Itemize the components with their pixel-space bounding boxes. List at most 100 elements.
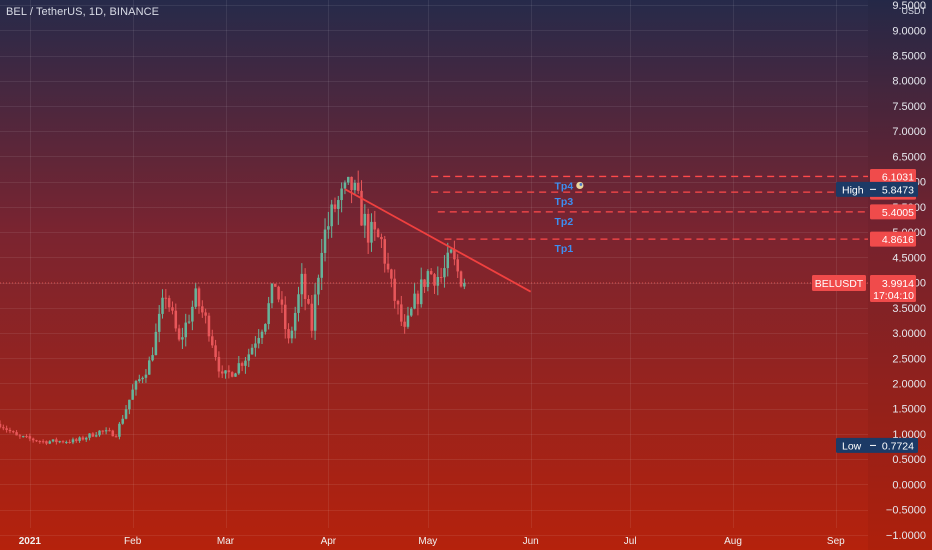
candle-body [423,279,426,287]
candle-body [94,435,98,437]
candle [327,211,330,239]
candle-body [138,379,141,382]
candle-body [340,188,343,201]
candle-body [75,439,78,441]
candle-body [230,372,234,377]
candle-body [396,300,400,305]
candle-body [48,441,52,444]
candle [61,440,65,444]
candle-body [51,439,55,442]
candle [353,179,357,194]
candle [244,356,247,374]
price-tag-text: 6.1031 [882,171,914,183]
price-label-title: High [842,184,864,196]
price-label-value-bg [870,275,916,303]
candle [247,348,251,368]
candle [211,329,214,349]
candle-body [383,239,387,264]
candle [370,213,373,252]
candle-body [161,297,164,314]
candle-body [121,418,124,424]
candle [201,300,204,318]
price-tag-bg [870,204,916,220]
candle [78,436,81,443]
candle [171,301,174,315]
y-tick-label: 8.0000 [892,76,926,88]
price-label-high: High 5.8473 [836,181,918,197]
candle-body [108,430,111,432]
candle-body [174,310,178,329]
candle [25,434,28,439]
candle [456,254,459,279]
candle [400,295,403,327]
candle [390,268,393,288]
candle [453,240,456,266]
candle-body [101,430,105,432]
candle [459,270,463,288]
candle [187,314,191,325]
candle-body [410,308,413,316]
candle-body [337,200,340,209]
candle-body [220,371,224,374]
candle-body [310,303,314,331]
candle-body [35,440,38,442]
candle-body [164,297,168,299]
y-tick-label: 2.0000 [892,378,926,390]
x-tick-label-sep: Sep [827,536,845,547]
candle [108,427,111,432]
candle-body [88,433,91,438]
candle-body [303,273,307,300]
candle-body [327,226,330,230]
candle [98,430,101,437]
candle [204,308,207,324]
candle [350,176,353,204]
x-tick-label-mar: Mar [217,536,235,547]
candle [426,269,430,292]
candle-body [5,428,8,430]
candle [184,313,187,347]
candle-body [443,268,446,278]
candle-body [429,271,433,275]
candle [21,435,25,438]
price-tag-tp4: 6.1031 [870,168,916,184]
candle [220,365,224,379]
candle-body [104,430,108,432]
rocket-icon-window [579,183,583,186]
candle-body [184,322,187,338]
candle [283,296,287,339]
candle-body [280,299,284,305]
candle [8,427,12,434]
candle-body [403,321,406,327]
price-axis-panel [868,0,932,550]
candle [237,356,241,375]
candle [224,370,227,379]
candle [403,314,406,334]
candle-body [370,221,373,243]
candle [91,432,95,438]
candle [343,180,347,195]
candle [264,323,267,335]
candle-body [154,331,158,356]
candle [134,379,138,396]
candle [356,170,360,194]
candle [307,295,310,305]
candle-body [313,294,317,331]
y-tick-label: −0.5000 [886,505,926,517]
candle-body [436,277,440,286]
candle-body [38,441,42,443]
candle [174,303,178,332]
price-label-value: 3.9914 [882,278,914,290]
y-tick-label: 0.5000 [892,454,926,466]
candle-body [187,321,191,323]
candle-body [380,237,383,240]
target-label-tp4: Tp4 [555,180,574,192]
candle-body [463,283,466,287]
candle-body [12,431,15,433]
candle [293,306,297,339]
candle [81,435,85,441]
candle [68,439,71,444]
